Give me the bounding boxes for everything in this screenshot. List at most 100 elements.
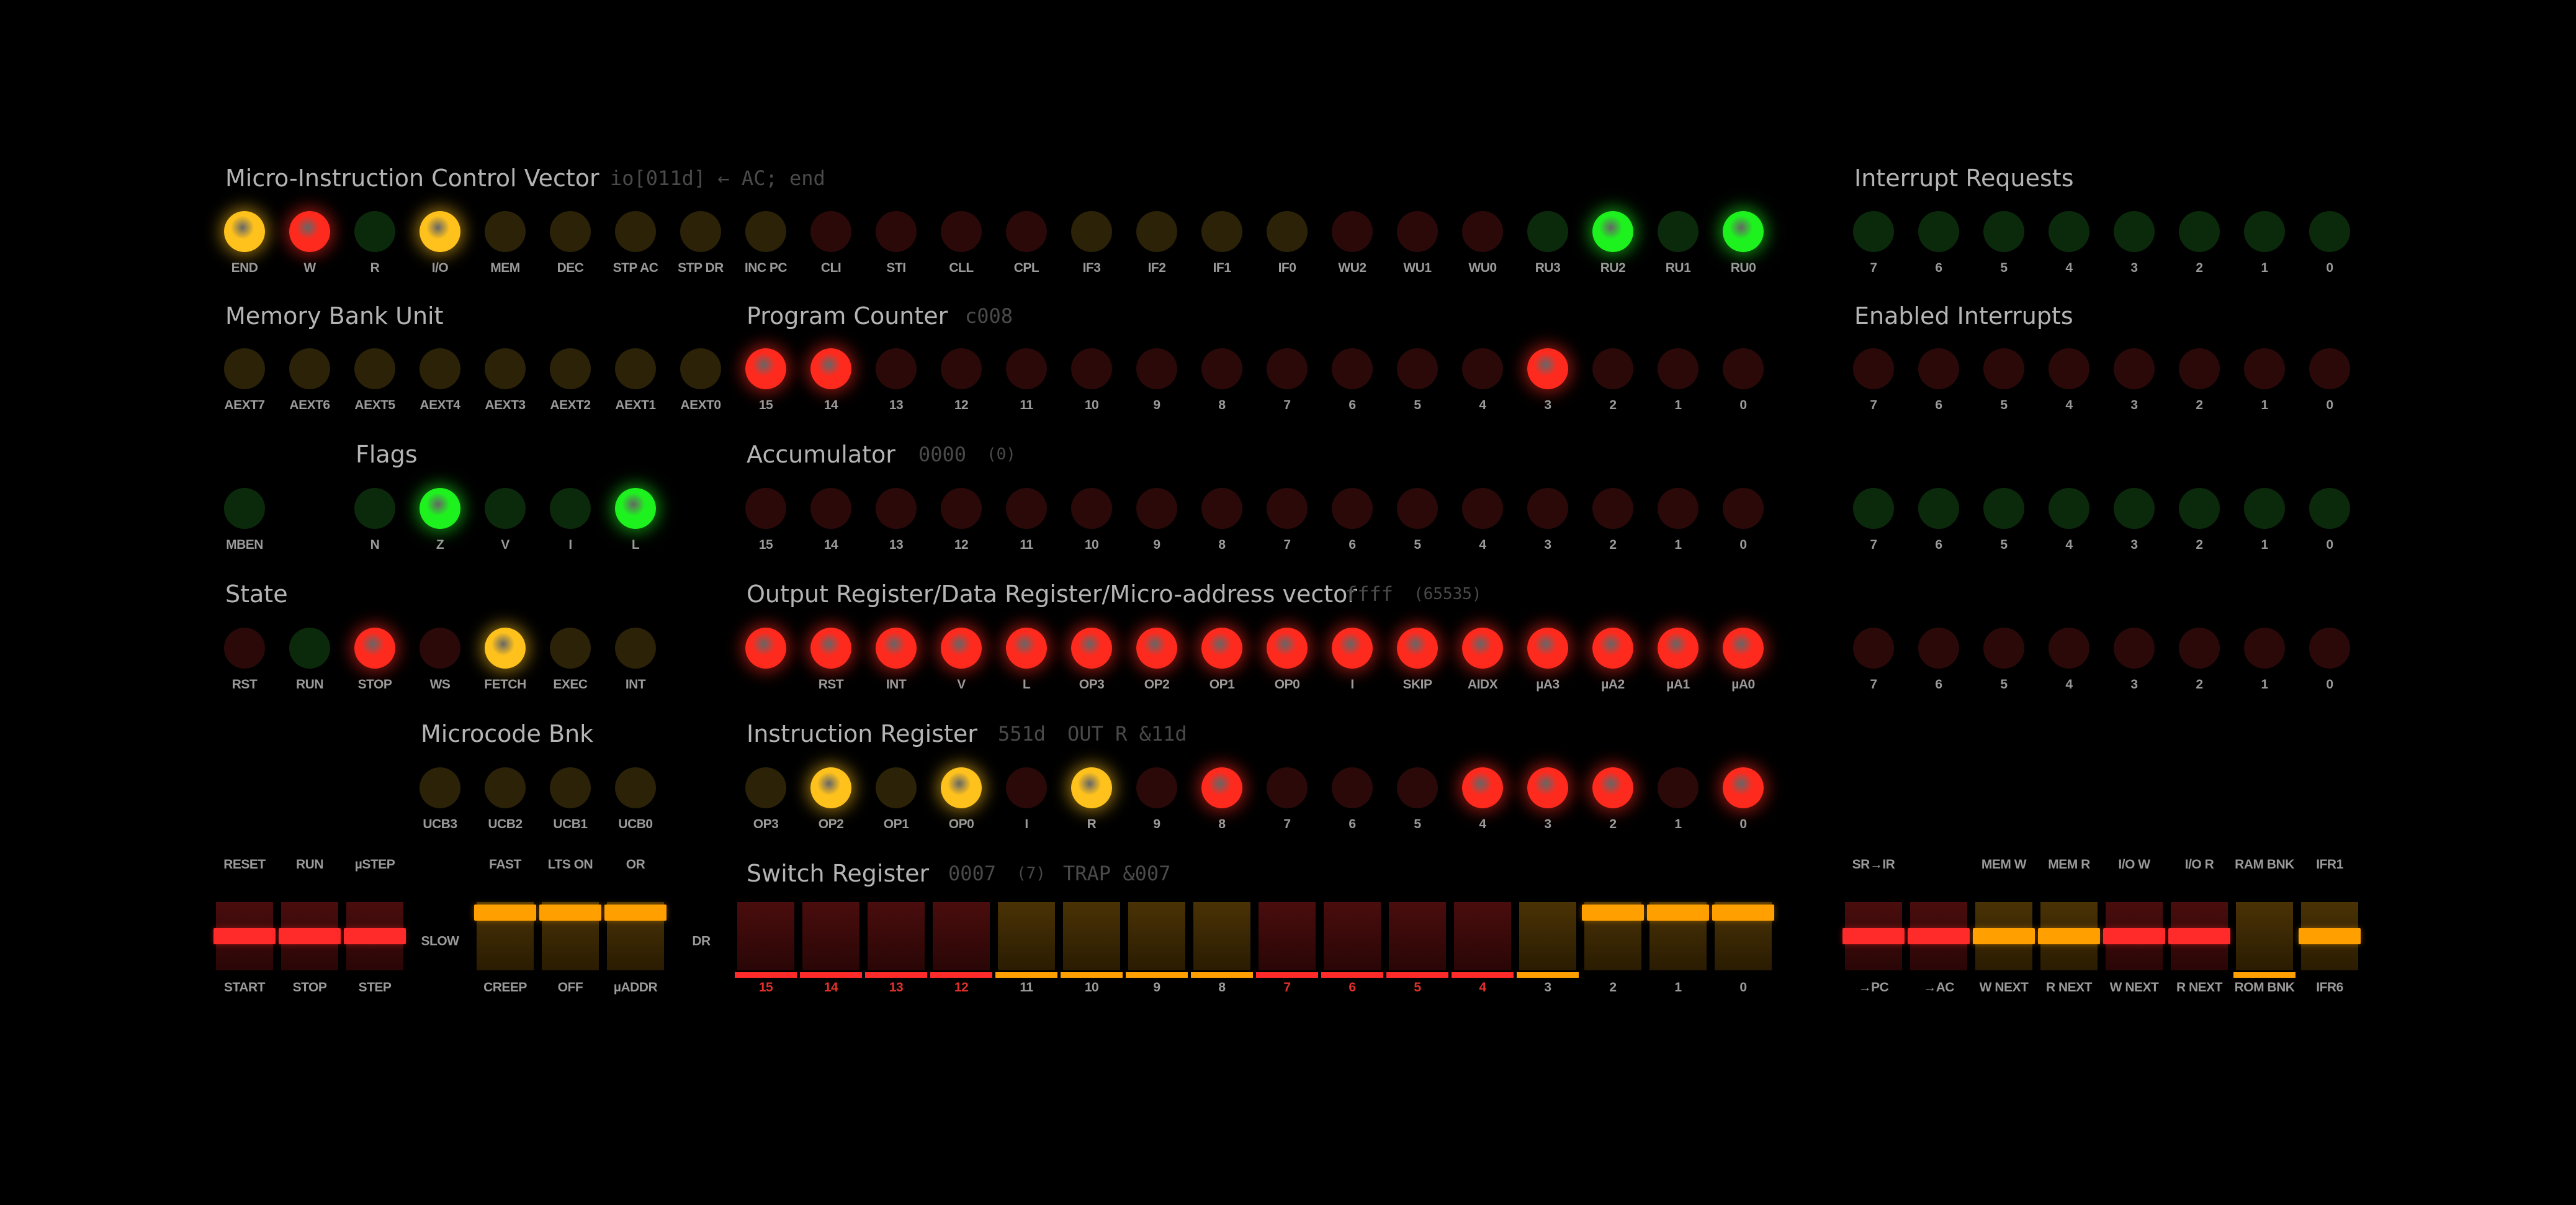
sr-switch[interactable] xyxy=(1191,902,1253,978)
pc-hex-value: c008 xyxy=(965,304,1013,328)
switch-handle[interactable] xyxy=(2038,928,2100,944)
ei-lamp xyxy=(2309,348,2350,389)
mcv-lamp-label: MEM xyxy=(490,261,520,275)
switch-handle[interactable] xyxy=(865,972,927,978)
switch-handle[interactable] xyxy=(604,905,666,921)
right-switch[interactable] xyxy=(1973,902,2035,970)
switch-handle[interactable] xyxy=(735,972,797,978)
ir-lamp xyxy=(1136,767,1177,808)
switch-handle[interactable] xyxy=(1842,928,1905,944)
speed-switch[interactable] xyxy=(539,902,601,970)
sr-switch[interactable] xyxy=(1126,902,1188,978)
mcv-lamp xyxy=(550,211,591,252)
state-lamp xyxy=(289,628,330,669)
ir-lamp xyxy=(810,767,851,808)
switch-handle[interactable] xyxy=(1647,905,1709,921)
or-lamp-label: L xyxy=(1022,677,1031,692)
ir-disasm: OUT R &11d xyxy=(1067,722,1187,746)
mcv-lamp-label: CPL xyxy=(1013,261,1039,275)
state-lamp xyxy=(354,628,395,669)
mcv-lamp xyxy=(354,211,395,252)
right4-lamp xyxy=(2179,628,2220,669)
sr-switch[interactable] xyxy=(1582,902,1644,970)
switch-handle[interactable] xyxy=(213,928,276,944)
ctrl-switch[interactable] xyxy=(279,902,341,970)
right3-lamp-label: 6 xyxy=(1935,538,1942,552)
acc-lamp-label: 13 xyxy=(889,538,904,552)
switch-handle[interactable] xyxy=(1517,972,1579,978)
sr-switch[interactable] xyxy=(1517,902,1579,978)
switch-handle[interactable] xyxy=(1452,972,1514,978)
right4-lamp-label: 4 xyxy=(2065,677,2073,692)
switch-handle[interactable] xyxy=(1908,928,1970,944)
switch-handle[interactable] xyxy=(2168,928,2230,944)
speed-switch[interactable] xyxy=(474,902,536,970)
sr-switch[interactable] xyxy=(1061,902,1123,978)
or-lamp-label: OP3 xyxy=(1079,677,1105,692)
ucb-title: Microcode Bnk xyxy=(421,720,594,747)
mcv-lamp-label: STP AC xyxy=(613,261,658,275)
mcv-lamp xyxy=(1136,211,1177,252)
switch-handle[interactable] xyxy=(2233,972,2296,978)
switch-handle[interactable] xyxy=(474,905,536,921)
ir-lamp-label: 7 xyxy=(1283,817,1291,831)
switch-handle[interactable] xyxy=(930,972,992,978)
sr-switch[interactable] xyxy=(1647,902,1709,970)
sr-switch[interactable] xyxy=(865,902,927,978)
right-switch[interactable] xyxy=(2038,902,2100,970)
sr-switch[interactable] xyxy=(1452,902,1514,978)
pc-lamp xyxy=(810,348,851,389)
mcv-lamp-label: WU1 xyxy=(1403,261,1432,275)
switch-handle[interactable] xyxy=(1386,972,1448,978)
right-switch[interactable] xyxy=(2103,902,2165,970)
switch-handle[interactable] xyxy=(995,972,1057,978)
ctrl-switch[interactable] xyxy=(344,902,406,970)
acc-lamp xyxy=(1723,488,1764,529)
pc-lamp xyxy=(1397,348,1438,389)
switch-handle[interactable] xyxy=(1126,972,1188,978)
ir-hex-value: 551d xyxy=(998,722,1046,746)
switch-handle[interactable] xyxy=(344,928,406,944)
sr-switch[interactable] xyxy=(1386,902,1448,978)
right-switch[interactable] xyxy=(2299,902,2361,970)
right-switch[interactable] xyxy=(1842,902,1905,970)
mcv-lamp-label: WU2 xyxy=(1338,261,1367,275)
ir-lamp xyxy=(1006,767,1047,808)
sr-switch[interactable] xyxy=(735,902,797,978)
switch-handle[interactable] xyxy=(1256,972,1318,978)
switch-handle[interactable] xyxy=(800,972,862,978)
ir-lamp-label: OP0 xyxy=(948,817,974,831)
mbu-lamp-label: AEXT4 xyxy=(420,398,460,412)
right-switch-bottom-label: W NEXT xyxy=(1979,980,2029,995)
switch-handle[interactable] xyxy=(1191,972,1253,978)
sr-switch[interactable] xyxy=(930,902,992,978)
switch-handle[interactable] xyxy=(1061,972,1123,978)
mcv-lamp xyxy=(1658,211,1699,252)
sr-switch[interactable] xyxy=(995,902,1057,978)
ctrl-switch[interactable] xyxy=(213,902,276,970)
sr-switch[interactable] xyxy=(1712,902,1774,970)
switch-handle[interactable] xyxy=(2299,928,2361,944)
right4-lamp xyxy=(1918,628,1959,669)
ei-lamp-label: 6 xyxy=(1935,398,1942,412)
right-switch[interactable] xyxy=(2168,902,2230,970)
ucb-lamp xyxy=(420,767,460,808)
speed-switch[interactable] xyxy=(604,902,666,970)
switch-handle[interactable] xyxy=(1973,928,2035,944)
switch-handle[interactable] xyxy=(1712,905,1774,921)
switch-handle[interactable] xyxy=(1321,972,1383,978)
switch-handle[interactable] xyxy=(279,928,341,944)
switch-handle[interactable] xyxy=(2103,928,2165,944)
mbu-lamp-label: AEXT1 xyxy=(615,398,656,412)
ucb-lamp-label: UCB0 xyxy=(618,817,653,831)
sr-switch[interactable] xyxy=(1321,902,1383,978)
switch-handle[interactable] xyxy=(539,905,601,921)
right-switch[interactable] xyxy=(1908,902,1970,970)
sr-switch[interactable] xyxy=(800,902,862,978)
right-switch[interactable] xyxy=(2233,902,2296,978)
ir-lamp xyxy=(1201,767,1242,808)
switch-handle[interactable] xyxy=(1582,905,1644,921)
mcv-lamp xyxy=(615,211,656,252)
sr-switch[interactable] xyxy=(1256,902,1318,978)
right3-lamp-label: 0 xyxy=(2326,538,2333,552)
